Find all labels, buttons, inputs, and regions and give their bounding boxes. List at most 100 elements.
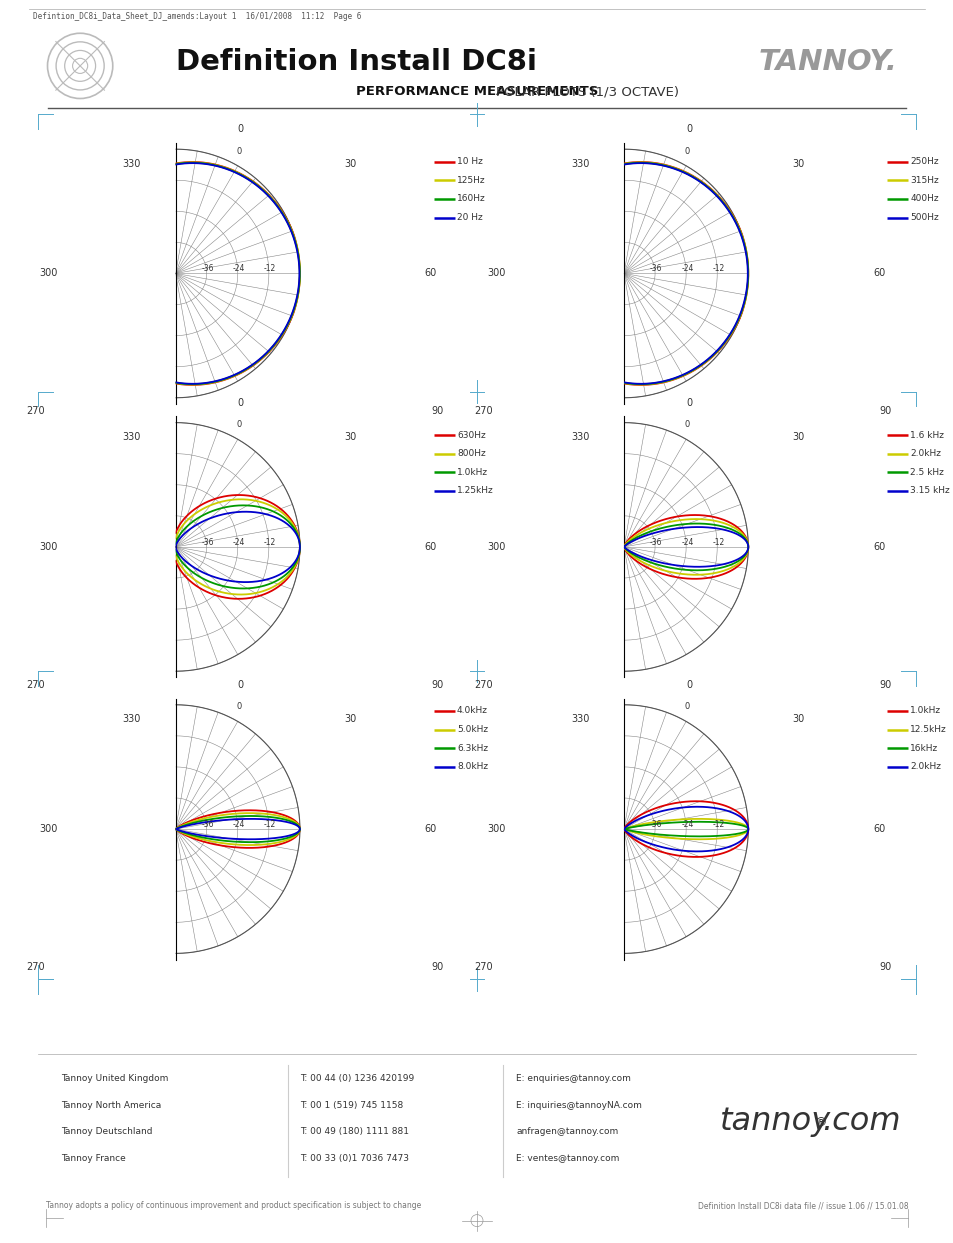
- Text: 3.15 kHz: 3.15 kHz: [909, 486, 949, 496]
- Text: 60: 60: [872, 824, 884, 834]
- Text: 630Hz: 630Hz: [456, 430, 485, 440]
- Text: 0: 0: [236, 147, 241, 155]
- Text: 4.0kHz: 4.0kHz: [456, 706, 487, 716]
- Text: T: 00 33 (0)1 7036 7473: T: 00 33 (0)1 7036 7473: [300, 1154, 409, 1163]
- Text: 90: 90: [879, 680, 891, 690]
- Text: 30: 30: [343, 433, 355, 443]
- Text: -24: -24: [680, 265, 693, 273]
- Text: Definition Install DC8i: Definition Install DC8i: [176, 48, 537, 76]
- Text: POLAR PLOTS (1/3 OCTAVE): POLAR PLOTS (1/3 OCTAVE): [274, 86, 679, 98]
- Text: 30: 30: [791, 715, 803, 725]
- Text: 2.0kHz: 2.0kHz: [909, 449, 940, 459]
- Text: 0: 0: [237, 680, 244, 690]
- Text: 60: 60: [424, 268, 436, 278]
- Text: T: 00 49 (180) 1111 881: T: 00 49 (180) 1111 881: [300, 1127, 409, 1136]
- Text: -36: -36: [649, 538, 662, 547]
- Text: anfragen@tannoy.com: anfragen@tannoy.com: [516, 1127, 618, 1136]
- Text: 60: 60: [424, 542, 436, 552]
- Text: 8.0kHz: 8.0kHz: [456, 762, 488, 772]
- Text: 60: 60: [872, 268, 884, 278]
- Text: ®: ®: [814, 1116, 826, 1129]
- Text: 270: 270: [474, 680, 493, 690]
- Text: 90: 90: [431, 962, 443, 972]
- Text: -36: -36: [201, 538, 214, 547]
- Text: 0: 0: [236, 702, 241, 711]
- Text: -12: -12: [712, 265, 724, 273]
- Text: 125Hz: 125Hz: [456, 175, 485, 185]
- Text: PERFORMANCE MEASUREMENTS: PERFORMANCE MEASUREMENTS: [355, 86, 598, 98]
- Text: 300: 300: [39, 268, 57, 278]
- Text: 2.5 kHz: 2.5 kHz: [909, 467, 943, 477]
- Text: E: ventes@tannoy.com: E: ventes@tannoy.com: [516, 1154, 619, 1163]
- Text: 60: 60: [872, 542, 884, 552]
- Text: 160Hz: 160Hz: [456, 194, 485, 204]
- Text: T: 00 44 (0) 1236 420199: T: 00 44 (0) 1236 420199: [300, 1074, 415, 1083]
- Text: 0: 0: [684, 702, 689, 711]
- Text: -12: -12: [264, 538, 276, 547]
- Text: E: inquiries@tannoyNA.com: E: inquiries@tannoyNA.com: [516, 1101, 641, 1110]
- Text: 300: 300: [487, 824, 505, 834]
- Text: 60: 60: [424, 824, 436, 834]
- Text: -24: -24: [680, 820, 693, 829]
- Text: 250Hz: 250Hz: [909, 157, 938, 167]
- Text: 300: 300: [39, 542, 57, 552]
- Text: 2.0kHz: 2.0kHz: [909, 762, 940, 772]
- Text: Tannoy France: Tannoy France: [61, 1154, 126, 1163]
- Text: -24: -24: [233, 265, 245, 273]
- Text: 30: 30: [343, 715, 355, 725]
- Text: 500Hz: 500Hz: [909, 213, 938, 222]
- Text: 10 Hz: 10 Hz: [456, 157, 482, 167]
- Text: -24: -24: [680, 538, 693, 547]
- Text: -12: -12: [712, 820, 724, 829]
- Text: 270: 270: [26, 962, 45, 972]
- Text: 330: 330: [122, 715, 141, 725]
- Text: 90: 90: [879, 406, 891, 416]
- Text: 800Hz: 800Hz: [456, 449, 485, 459]
- Text: 0: 0: [684, 420, 689, 429]
- Text: 0: 0: [684, 147, 689, 155]
- Text: 300: 300: [487, 542, 505, 552]
- Text: 90: 90: [431, 680, 443, 690]
- Text: 270: 270: [474, 406, 493, 416]
- Text: -24: -24: [233, 538, 245, 547]
- Text: Tannoy North America: Tannoy North America: [61, 1101, 161, 1110]
- Text: 0: 0: [685, 680, 692, 690]
- Text: 1.0kHz: 1.0kHz: [456, 467, 488, 477]
- Text: 330: 330: [122, 433, 141, 443]
- Text: Definition Install DC8i data file // issue 1.06 // 15.01.08: Definition Install DC8i data file // iss…: [697, 1201, 907, 1211]
- Text: tannoy: tannoy: [720, 1106, 831, 1136]
- Text: -36: -36: [649, 820, 662, 829]
- Text: -36: -36: [649, 265, 662, 273]
- Text: 0: 0: [237, 398, 244, 408]
- Text: -36: -36: [201, 820, 214, 829]
- Text: 5.0kHz: 5.0kHz: [456, 725, 488, 735]
- Text: 315Hz: 315Hz: [909, 175, 938, 185]
- Text: .com: .com: [821, 1106, 900, 1136]
- Text: 90: 90: [431, 406, 443, 416]
- Text: 16kHz: 16kHz: [909, 743, 938, 753]
- Text: 270: 270: [26, 680, 45, 690]
- Text: 30: 30: [791, 433, 803, 443]
- Text: Defintion_DC8i_Data_Sheet_DJ_amends:Layout 1  16/01/2008  11:12  Page 6: Defintion_DC8i_Data_Sheet_DJ_amends:Layo…: [33, 12, 361, 21]
- Text: 0: 0: [236, 420, 241, 429]
- Text: 1.25kHz: 1.25kHz: [456, 486, 494, 496]
- Text: -12: -12: [264, 265, 276, 273]
- Text: 400Hz: 400Hz: [909, 194, 938, 204]
- Text: 30: 30: [343, 159, 355, 169]
- Text: 0: 0: [685, 398, 692, 408]
- Text: 330: 330: [570, 715, 589, 725]
- Text: -24: -24: [233, 820, 245, 829]
- Text: T: 00 1 (519) 745 1158: T: 00 1 (519) 745 1158: [300, 1101, 403, 1110]
- Text: Tannoy Deutschland: Tannoy Deutschland: [61, 1127, 152, 1136]
- Text: 6.3kHz: 6.3kHz: [456, 743, 488, 753]
- Text: Tannoy United Kingdom: Tannoy United Kingdom: [61, 1074, 169, 1083]
- Text: 300: 300: [487, 268, 505, 278]
- Text: -12: -12: [712, 538, 724, 547]
- Text: 20 Hz: 20 Hz: [456, 213, 482, 222]
- Text: 330: 330: [570, 433, 589, 443]
- Text: 330: 330: [570, 159, 589, 169]
- Text: 270: 270: [474, 962, 493, 972]
- Text: 1.0kHz: 1.0kHz: [909, 706, 941, 716]
- Text: Tannoy adopts a policy of continuous improvement and product specification is su: Tannoy adopts a policy of continuous imp…: [46, 1201, 420, 1211]
- Text: -12: -12: [264, 820, 276, 829]
